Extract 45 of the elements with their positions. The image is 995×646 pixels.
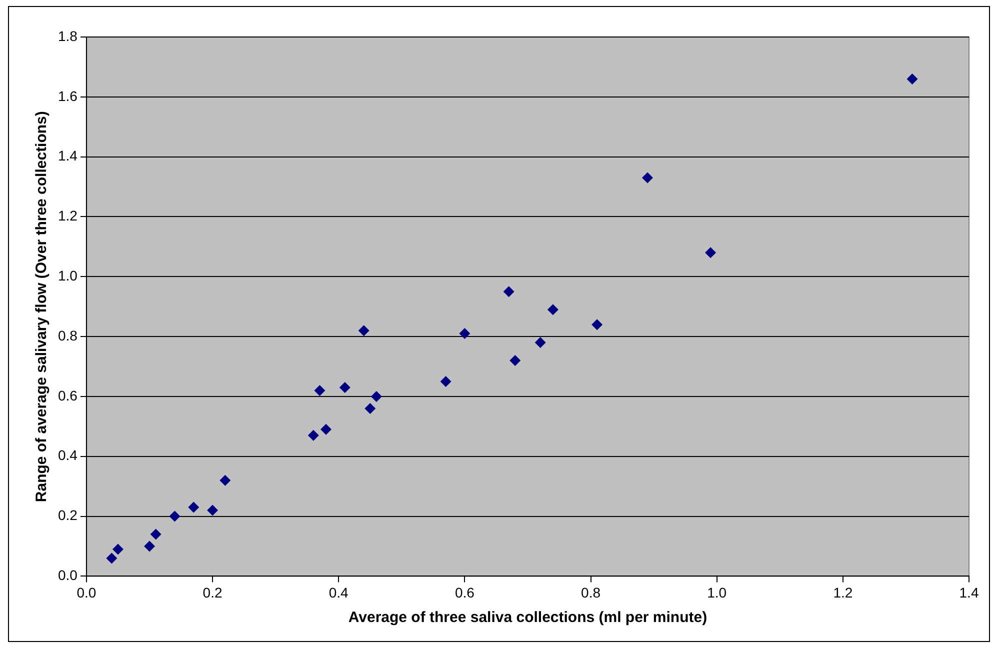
x-tick-label: 0.6 [454, 584, 475, 600]
point [308, 430, 319, 441]
y-tick-label: 1.0 [58, 268, 78, 284]
point [150, 528, 162, 540]
point [459, 328, 470, 340]
point [364, 402, 376, 414]
x-tick-label: 1.0 [707, 584, 727, 600]
y-tick-label: 0.6 [58, 387, 78, 404]
point [320, 424, 332, 435]
point [510, 355, 521, 366]
y-axis-title: Range of average salivary flow (Over three collections) [33, 111, 50, 502]
y-tick-label: 1.6 [58, 88, 78, 104]
point [106, 552, 118, 564]
point [370, 390, 382, 402]
point [169, 510, 180, 522]
point [144, 540, 155, 552]
point [642, 172, 654, 184]
point [705, 247, 716, 258]
point [112, 544, 124, 555]
point [503, 286, 514, 298]
y-tick-label: 1.2 [58, 208, 78, 224]
x-tick-label: 0.4 [328, 584, 349, 600]
point [314, 384, 326, 396]
point [207, 504, 218, 516]
point [534, 337, 546, 348]
point [220, 474, 231, 486]
y-tick-label: 0.0 [58, 567, 78, 584]
y-tick-label: 0.4 [58, 447, 78, 464]
point [906, 73, 918, 84]
point [440, 376, 452, 387]
point [358, 325, 370, 336]
x-tick-label: 1.2 [833, 584, 853, 600]
y-tick-label: 1.8 [58, 28, 78, 44]
y-tick-label: 1.4 [58, 148, 78, 164]
y-tick-label: 0.8 [58, 327, 78, 344]
point [339, 382, 350, 393]
x-tick-label: 0.2 [202, 584, 222, 600]
point [592, 319, 603, 330]
y-tick-label: 0.2 [58, 507, 78, 524]
x-tick-label: 1.4 [959, 584, 979, 600]
x-tick-label: 0.8 [581, 584, 601, 600]
x-tick-label: 0.0 [76, 584, 96, 600]
point [547, 304, 558, 316]
x-axis-title: Average of three saliva collections (ml per minute) [348, 609, 708, 626]
point [188, 502, 200, 513]
